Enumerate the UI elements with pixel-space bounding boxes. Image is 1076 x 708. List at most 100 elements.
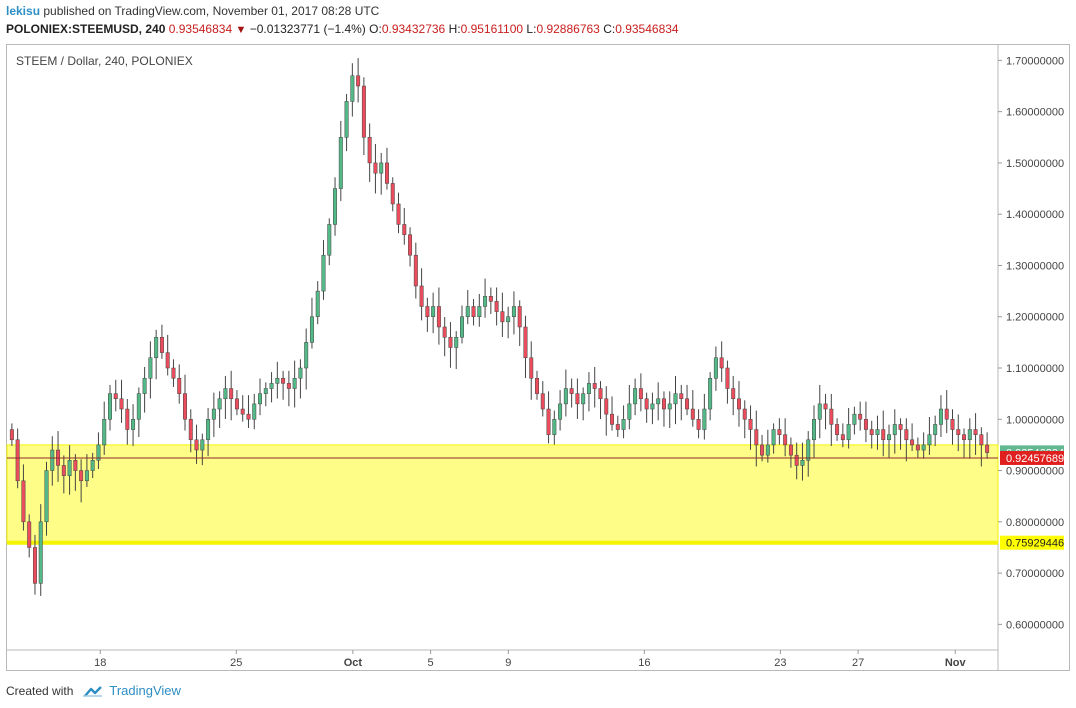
candle-body	[875, 429, 880, 435]
candle-body	[309, 316, 314, 343]
candle-body	[315, 290, 320, 317]
candle-body	[748, 419, 753, 430]
open-value: 0.93432736	[381, 22, 446, 36]
down-triangle-icon: ▼	[235, 24, 247, 36]
publish-line: lekisu published on TradingView.com, Nov…	[6, 4, 379, 18]
candle-body	[910, 439, 915, 446]
candle-body	[206, 419, 211, 441]
candle-body	[598, 388, 603, 400]
candle-body	[656, 398, 661, 405]
candle-body	[333, 188, 338, 225]
candle-body	[633, 388, 638, 405]
open-label: O:	[369, 22, 382, 36]
candle-body	[921, 444, 926, 451]
y-tick-label: 1.10000000	[1006, 363, 1064, 375]
candle-body	[431, 306, 436, 317]
candle-body	[240, 408, 245, 415]
candle-body	[898, 424, 903, 430]
candle-body	[396, 203, 401, 225]
candle-body	[171, 367, 176, 379]
candle-body	[448, 336, 453, 348]
candle-body	[517, 306, 522, 328]
candle-body	[194, 439, 199, 451]
candle-body	[858, 413, 863, 420]
change-value: −0.01323771 (−1.4%)	[249, 22, 366, 36]
candle-body	[9, 429, 14, 441]
candle-body	[956, 429, 961, 435]
candle-body	[234, 398, 239, 410]
y-tick-label: 1.70000000	[1006, 55, 1064, 67]
candle-body	[494, 301, 499, 312]
candle-body	[552, 419, 557, 435]
candle-body	[511, 306, 516, 317]
candle-body	[829, 408, 834, 425]
candle-body	[690, 408, 695, 420]
candle-body	[344, 101, 349, 138]
high-value: 0.95161100	[460, 22, 524, 36]
candle-body	[760, 444, 765, 456]
candle-body	[419, 285, 424, 307]
candle-body	[275, 378, 280, 384]
candle-body	[650, 403, 655, 410]
level-price-badge-bg	[1000, 450, 1064, 465]
candle-body	[384, 162, 389, 184]
candle-body	[21, 480, 26, 523]
tradingview-link[interactable]: TradingView	[109, 683, 181, 698]
support-zone	[6, 444, 999, 544]
x-tick-label: 18	[94, 657, 106, 669]
candle-body	[713, 357, 718, 379]
candle-body	[863, 419, 868, 430]
x-tick-label: 5	[428, 657, 434, 669]
low-value: 0.92886763	[536, 22, 600, 36]
candle-body	[159, 336, 164, 353]
candle-body	[90, 460, 95, 471]
candle-body	[61, 465, 66, 476]
candle-body	[327, 224, 332, 256]
author-link[interactable]: lekisu	[6, 4, 41, 18]
candle-body	[523, 326, 528, 359]
candle-body	[321, 254, 326, 292]
x-tick-label: 27	[852, 657, 864, 669]
candle-body	[50, 449, 55, 471]
candle-body	[881, 429, 886, 441]
candle-body	[800, 460, 805, 466]
candle-body	[252, 403, 257, 420]
candle-body	[165, 352, 170, 369]
candle-body	[177, 378, 182, 394]
candle-body	[540, 393, 545, 410]
level-price-badge: 0.92457689	[1006, 453, 1064, 465]
low-label: L:	[526, 22, 537, 36]
candle-body	[148, 357, 153, 379]
candle-body	[667, 403, 672, 410]
support-price-badge: 0.75929446	[1006, 538, 1064, 550]
candle-body	[535, 378, 539, 394]
x-tick-label: 9	[505, 657, 511, 669]
candle-body	[211, 408, 216, 420]
candle-body	[702, 408, 707, 430]
candle-body	[569, 388, 574, 394]
candle-body	[794, 454, 799, 466]
candle-body	[379, 162, 384, 174]
close-label: C:	[603, 22, 616, 36]
candle-body	[771, 429, 776, 446]
candle-body	[367, 137, 372, 164]
candle-body	[558, 403, 563, 420]
candle-body	[154, 336, 159, 359]
y-tick-label: 1.40000000	[1006, 209, 1064, 221]
price-chart[interactable]: STEEM / Dollar, 240, POLONIEX 0.60000000 0…	[6, 44, 1070, 671]
candle-body	[32, 547, 37, 584]
candle-body	[783, 434, 788, 446]
y-tick-label: 1.20000000	[1006, 312, 1064, 324]
candle-body	[200, 439, 205, 451]
candle-body	[840, 434, 845, 441]
candle-body	[263, 388, 268, 394]
candle-body	[500, 311, 505, 323]
candle-body	[258, 393, 263, 405]
candle-body	[904, 429, 909, 441]
candle-body	[644, 398, 649, 410]
candle-body	[673, 393, 678, 405]
candle-body	[269, 383, 274, 389]
candle-body	[742, 408, 747, 420]
candle-body	[944, 408, 949, 420]
candle-body	[477, 306, 482, 317]
